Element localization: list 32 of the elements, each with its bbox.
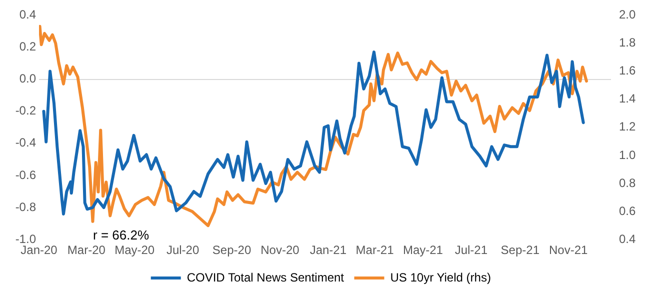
x-tick-label: Jul-20 — [166, 243, 200, 258]
y-tick-label: -0.8 — [15, 200, 36, 214]
y2-tick-label: 0.6 — [619, 204, 636, 218]
x-tick-label: Mar-20 — [67, 243, 106, 258]
x-tick-label: Jan-21 — [310, 243, 347, 258]
legend-label: US 10yr Yield (rhs) — [390, 270, 491, 284]
y-tick-label: -1.0 — [15, 232, 36, 246]
x-tick-label: Jul-21 — [454, 243, 488, 258]
x-tick-label: Jan-20 — [20, 243, 58, 258]
y2-tick-label: 1.8 — [619, 36, 636, 50]
x-tick-label: Sep-21 — [500, 243, 540, 258]
y2-tick-label: 1.6 — [619, 64, 636, 78]
y-tick-label: 0.0 — [19, 72, 36, 86]
y2-tick-label: 2.0 — [619, 8, 636, 22]
legend-label: COVID Total News Sentiment — [186, 270, 345, 284]
y-tick-label: -0.6 — [15, 168, 36, 182]
x-tick-label: Nov-21 — [548, 243, 588, 258]
y-tick-label: -0.4 — [15, 136, 36, 150]
x-tick-label: Nov-20 — [260, 243, 300, 258]
annotation: r = 66.2% — [93, 228, 150, 243]
y2-tick-label: 1.0 — [619, 148, 636, 162]
x-tick-label: Sep-20 — [212, 243, 252, 258]
y2-tick-label: 0.8 — [619, 176, 636, 190]
x-tick-label: May-21 — [402, 243, 444, 258]
y2-tick-label: 1.4 — [619, 92, 636, 106]
y2-tick-label: 0.4 — [619, 232, 636, 246]
y-tick-label: 0.4 — [19, 8, 36, 22]
y-tick-label: -0.2 — [15, 104, 36, 118]
y-tick-label: 0.2 — [19, 40, 36, 54]
y2-tick-label: 1.2 — [619, 120, 636, 134]
x-tick-label: May-20 — [114, 243, 155, 258]
x-tick-label: Mar-21 — [356, 243, 394, 258]
